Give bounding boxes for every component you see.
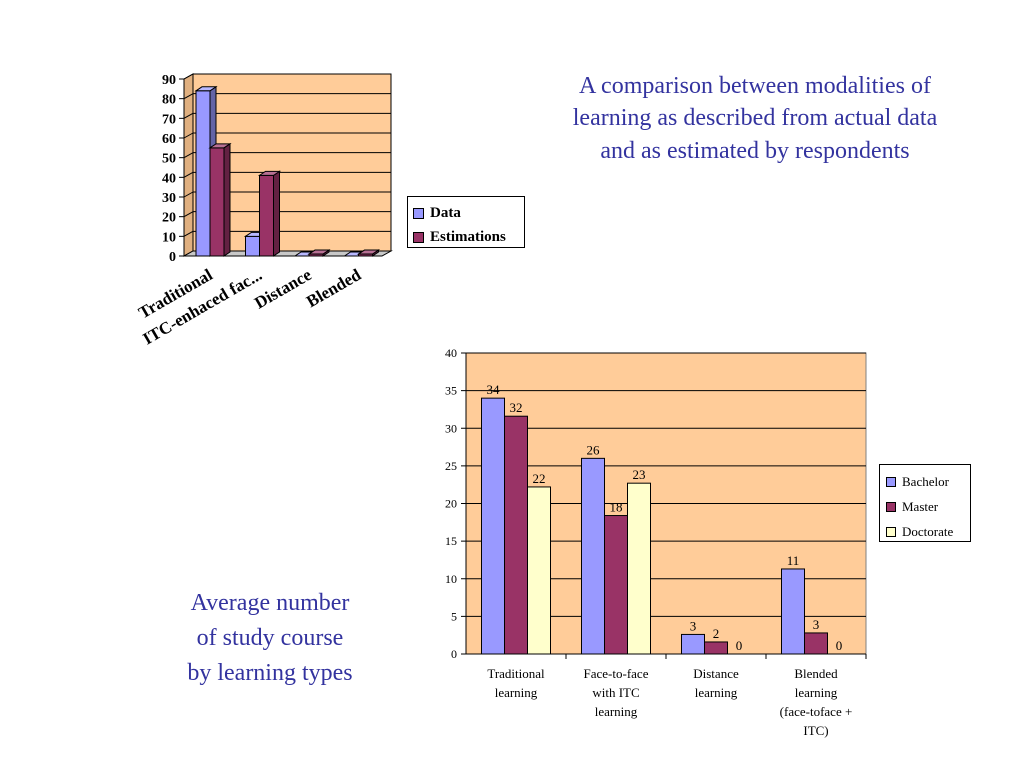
legend-label-doctorate: Doctorate — [902, 523, 954, 539]
chart2-xtick-label: learning — [695, 685, 738, 700]
legend-label-data: Data — [430, 204, 461, 221]
chart2-data-label: 0 — [736, 638, 743, 653]
chart2-ytick-label: 40 — [445, 346, 457, 360]
chart2-ytick-label: 20 — [445, 497, 457, 511]
chart2-xtick-label: Blended — [794, 666, 838, 681]
chart1-ytick-label: 50 — [162, 152, 176, 167]
caption-line-3: by learning types — [187, 659, 353, 686]
chart1-grid-side — [183, 73, 194, 80]
chart2-xtick-label: learning — [595, 704, 638, 719]
caption-line-1: Average number — [190, 590, 350, 616]
chart2-bar — [781, 568, 805, 655]
legend-item-bachelor: Bachelor — [886, 469, 970, 494]
chart1-ytick-label: 10 — [162, 230, 176, 245]
legend-item-data: Data — [413, 201, 524, 225]
chart2-ytick-label: 35 — [445, 384, 457, 398]
chart2-legend: Bachelor Master Doctorate — [879, 464, 971, 542]
chart1-ytick-label: 20 — [162, 211, 176, 226]
legend-label-estimations: Estimations — [430, 228, 506, 245]
chart2-bar — [527, 486, 551, 655]
legend-item-doctorate: Doctorate — [886, 519, 970, 544]
chart1-bar-top — [208, 143, 232, 149]
legend-swatch-estimations — [413, 231, 424, 243]
chart2-data-label: 34 — [487, 382, 501, 397]
chart2-bar — [504, 415, 528, 655]
chart1-ytick-label: 90 — [162, 73, 176, 88]
chart2-bar — [704, 641, 728, 655]
chart2-bar — [604, 515, 628, 655]
legend-item-master: Master — [886, 494, 970, 519]
chart2-bar — [627, 482, 651, 655]
chart2-ytick-label: 15 — [445, 534, 457, 548]
chart1-grid-side — [183, 132, 194, 139]
chart2-xtick-label: with ITC — [592, 685, 639, 700]
chart2-data-label: 3 — [690, 618, 697, 633]
chart1-grid-side — [183, 112, 194, 119]
legend-label-bachelor: Bachelor — [902, 473, 949, 489]
chart1-ytick-label: 30 — [162, 191, 176, 206]
legend-item-estimations: Estimations — [413, 225, 524, 249]
chart1-grid-side — [183, 93, 194, 100]
chart1-grid-side — [183, 152, 194, 159]
chart2-data-label: 0 — [836, 638, 843, 653]
chart1-grid-side — [183, 230, 194, 237]
chart2-xtick-label: Traditional — [487, 666, 545, 681]
legend-swatch-master — [886, 501, 896, 512]
chart1-bar-top — [194, 86, 218, 92]
chart2-caption: Average number of study course by learni… — [145, 586, 395, 690]
legend-swatch-doctorate — [886, 526, 896, 537]
chart2-data-label: 23 — [633, 467, 646, 482]
chart2-data-label: 18 — [610, 500, 623, 515]
chart2-data-label: 3 — [813, 617, 820, 632]
chart1-bar-top — [257, 170, 282, 176]
chart2-ytick-label: 5 — [451, 609, 457, 623]
chart2-ytick-label: 25 — [445, 459, 457, 473]
legend-swatch-data — [413, 207, 424, 219]
chart2-bar — [804, 632, 828, 655]
chart1-ytick-label: 60 — [162, 132, 176, 147]
chart2-xtick-label: learning — [795, 685, 838, 700]
chart1-grid-side — [183, 171, 194, 178]
chart1-legend: Data Estimations — [407, 196, 525, 248]
chart1-grid-side — [183, 211, 194, 218]
chart1-grid-side — [183, 191, 194, 198]
chart1-ytick-label: 0 — [169, 250, 176, 265]
chart2-xtick-label: (face-toface + — [780, 704, 853, 719]
chart2-xtick-label: Face-to-face — [584, 666, 649, 681]
chart2-data-label: 11 — [787, 553, 800, 568]
chart2-bar — [581, 457, 605, 655]
chart1-bar-top — [356, 249, 381, 255]
chart2-xtick-label: learning — [495, 685, 538, 700]
chart2-ytick-label: 10 — [445, 572, 457, 586]
chart1-ytick-label: 80 — [162, 93, 176, 108]
chart2-bar — [681, 633, 705, 655]
legend-swatch-bachelor — [886, 476, 896, 487]
chart2-bar — [481, 397, 505, 655]
chart2-data-label: 32 — [510, 400, 523, 415]
chart1-ytick-label: 40 — [162, 171, 176, 186]
chart1-ytick-label: 70 — [162, 112, 176, 127]
chart2-data-label: 22 — [533, 471, 546, 486]
slide-title: A comparison between modalities of learn… — [572, 73, 938, 164]
caption-line-2: of study course — [196, 624, 344, 651]
chart2-xtick-label: Distance — [693, 666, 739, 681]
chart2-ytick-label: 30 — [445, 421, 457, 435]
chart2-ytick-label: 0 — [451, 647, 457, 661]
chart2-xtick-label: ITC) — [803, 723, 828, 738]
legend-label-master: Master — [902, 498, 939, 514]
chart2-data-label: 26 — [587, 442, 601, 457]
chart1-bar-top — [307, 249, 331, 255]
chart2-data-label: 2 — [713, 626, 720, 641]
